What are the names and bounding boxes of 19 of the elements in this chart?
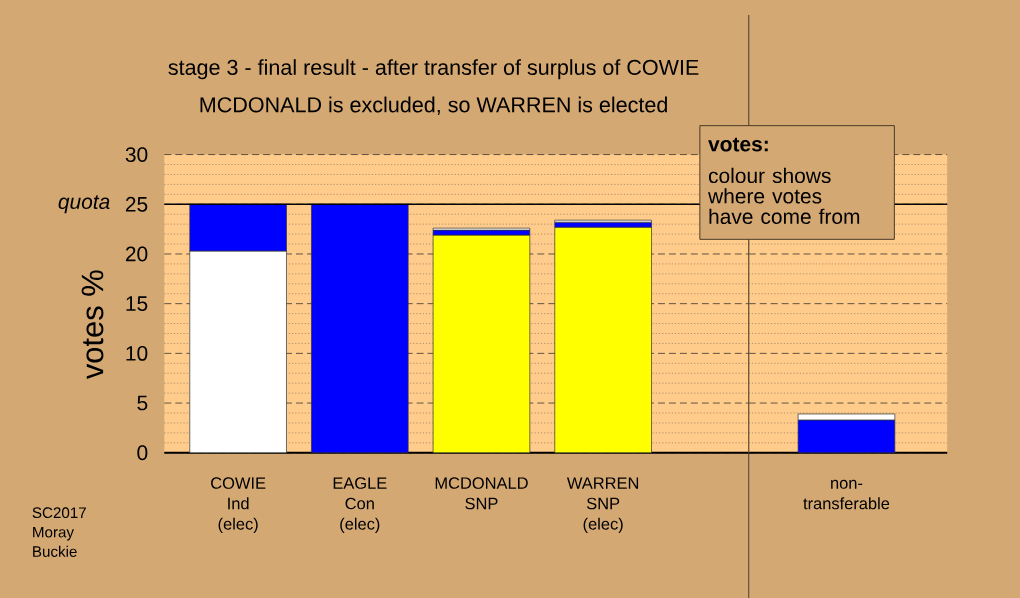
x-tick-label: COWIE Ind (elec) xyxy=(211,477,266,533)
y-tick-label: 30 xyxy=(125,146,148,162)
y-tick-label: 15 xyxy=(126,296,148,311)
y-tick-label: 20 xyxy=(125,246,148,262)
text: SC2017 Moray Buckie xyxy=(32,507,86,557)
chart-title: stage 3 - final result - after transfer of surplus of COWIE xyxy=(168,59,699,80)
y-tick-label: 0 xyxy=(137,445,148,460)
annotation: colour shows where votes have come from xyxy=(708,167,860,224)
y-tick-label: 10 xyxy=(126,345,148,361)
y-tick-label: 5 xyxy=(137,395,148,411)
ref-line-label: quota xyxy=(58,195,110,214)
y-axis-title: votes % xyxy=(81,270,104,379)
x-tick-label: EAGLE Con (elec) xyxy=(333,477,387,533)
chart-subtitle: MCDONALD is excluded, so WARREN is elected xyxy=(200,96,667,115)
text: votes: xyxy=(708,137,768,152)
x-tick-label: WARREN SNP (elec) xyxy=(566,477,639,533)
y-tick-label: 25 xyxy=(125,196,148,212)
x-tick-label: MCDONALD SNP xyxy=(435,477,528,510)
x-tick-label: non- transferable xyxy=(803,479,890,510)
